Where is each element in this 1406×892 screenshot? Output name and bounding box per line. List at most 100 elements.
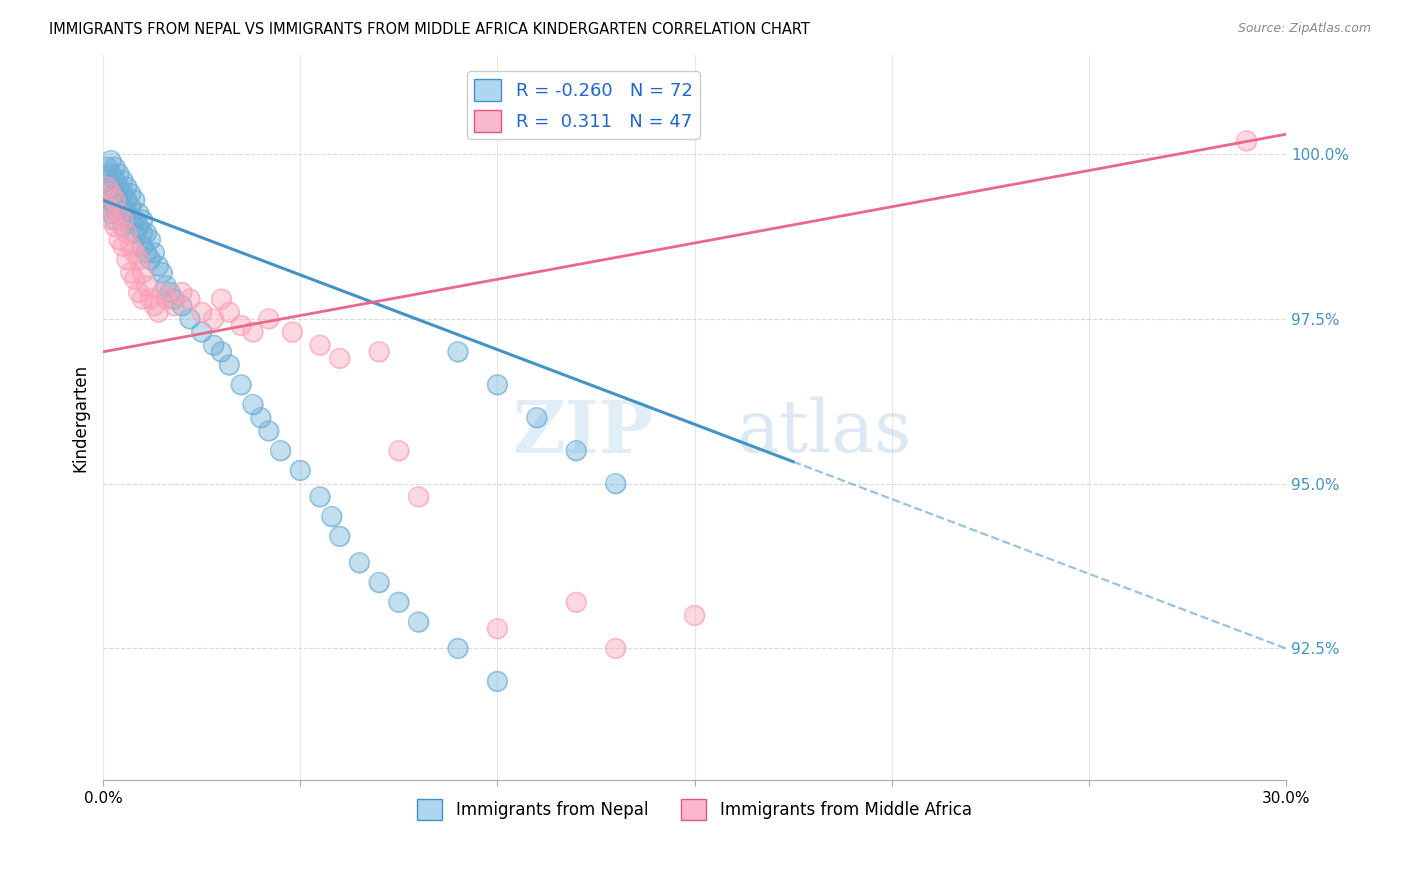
- Point: [329, 529, 352, 543]
- Point: [100, 167, 122, 181]
- Point: [124, 213, 146, 227]
- Point: [104, 213, 127, 227]
- Point: [605, 476, 627, 491]
- Point: [155, 278, 177, 293]
- Point: [290, 463, 312, 477]
- Point: [104, 193, 127, 207]
- Text: ZIP: ZIP: [512, 397, 654, 467]
- Point: [128, 206, 150, 220]
- Point: [111, 186, 134, 201]
- Point: [229, 318, 252, 333]
- Point: [408, 490, 430, 504]
- Point: [139, 233, 162, 247]
- Point: [368, 344, 391, 359]
- Point: [190, 325, 212, 339]
- Text: Source: ZipAtlas.com: Source: ZipAtlas.com: [1237, 22, 1371, 36]
- Point: [190, 305, 212, 319]
- Point: [447, 344, 470, 359]
- Point: [242, 325, 264, 339]
- Point: [120, 266, 142, 280]
- Point: [388, 595, 411, 609]
- Point: [179, 311, 201, 326]
- Point: [135, 246, 157, 260]
- Point: [131, 239, 153, 253]
- Point: [229, 377, 252, 392]
- Point: [104, 213, 127, 227]
- Point: [96, 200, 118, 214]
- Point: [486, 674, 509, 689]
- Point: [139, 292, 162, 306]
- Point: [1236, 134, 1258, 148]
- Point: [115, 226, 138, 240]
- Point: [115, 252, 138, 267]
- Point: [124, 246, 146, 260]
- Point: [170, 299, 193, 313]
- Point: [104, 173, 127, 187]
- Point: [218, 305, 240, 319]
- Text: atlas: atlas: [735, 397, 911, 467]
- Point: [124, 213, 146, 227]
- Point: [100, 186, 122, 201]
- Point: [120, 239, 142, 253]
- Point: [96, 160, 118, 174]
- Point: [111, 173, 134, 187]
- Point: [170, 285, 193, 300]
- Point: [155, 292, 177, 306]
- Point: [108, 206, 131, 220]
- Point: [111, 213, 134, 227]
- Point: [368, 344, 391, 359]
- Point: [179, 311, 201, 326]
- Point: [408, 490, 430, 504]
- Point: [111, 239, 134, 253]
- Point: [159, 285, 181, 300]
- Point: [209, 292, 232, 306]
- Point: [349, 556, 371, 570]
- Point: [115, 206, 138, 220]
- Point: [190, 305, 212, 319]
- Point: [115, 180, 138, 194]
- Point: [309, 490, 332, 504]
- Point: [128, 285, 150, 300]
- Point: [163, 292, 186, 306]
- Point: [143, 246, 166, 260]
- Point: [1236, 134, 1258, 148]
- Point: [309, 490, 332, 504]
- Point: [104, 160, 127, 174]
- Point: [139, 233, 162, 247]
- Point: [257, 424, 280, 438]
- Point: [486, 377, 509, 392]
- Point: [96, 200, 118, 214]
- Point: [115, 206, 138, 220]
- Point: [111, 186, 134, 201]
- Y-axis label: Kindergarten: Kindergarten: [72, 364, 89, 472]
- Point: [100, 213, 122, 227]
- Point: [124, 272, 146, 286]
- Point: [100, 153, 122, 168]
- Point: [163, 299, 186, 313]
- Point: [128, 206, 150, 220]
- Point: [115, 193, 138, 207]
- Point: [131, 213, 153, 227]
- Point: [250, 410, 273, 425]
- Point: [349, 556, 371, 570]
- Point: [565, 595, 588, 609]
- Point: [131, 239, 153, 253]
- Point: [131, 226, 153, 240]
- Point: [111, 219, 134, 234]
- Point: [229, 318, 252, 333]
- Point: [108, 233, 131, 247]
- Point: [108, 180, 131, 194]
- Point: [209, 344, 232, 359]
- Point: [100, 180, 122, 194]
- Point: [135, 226, 157, 240]
- Point: [218, 358, 240, 372]
- Point: [115, 252, 138, 267]
- Point: [143, 246, 166, 260]
- Point: [100, 193, 122, 207]
- Point: [257, 311, 280, 326]
- Point: [96, 173, 118, 187]
- Point: [242, 325, 264, 339]
- Point: [111, 213, 134, 227]
- Point: [170, 285, 193, 300]
- Point: [202, 338, 225, 352]
